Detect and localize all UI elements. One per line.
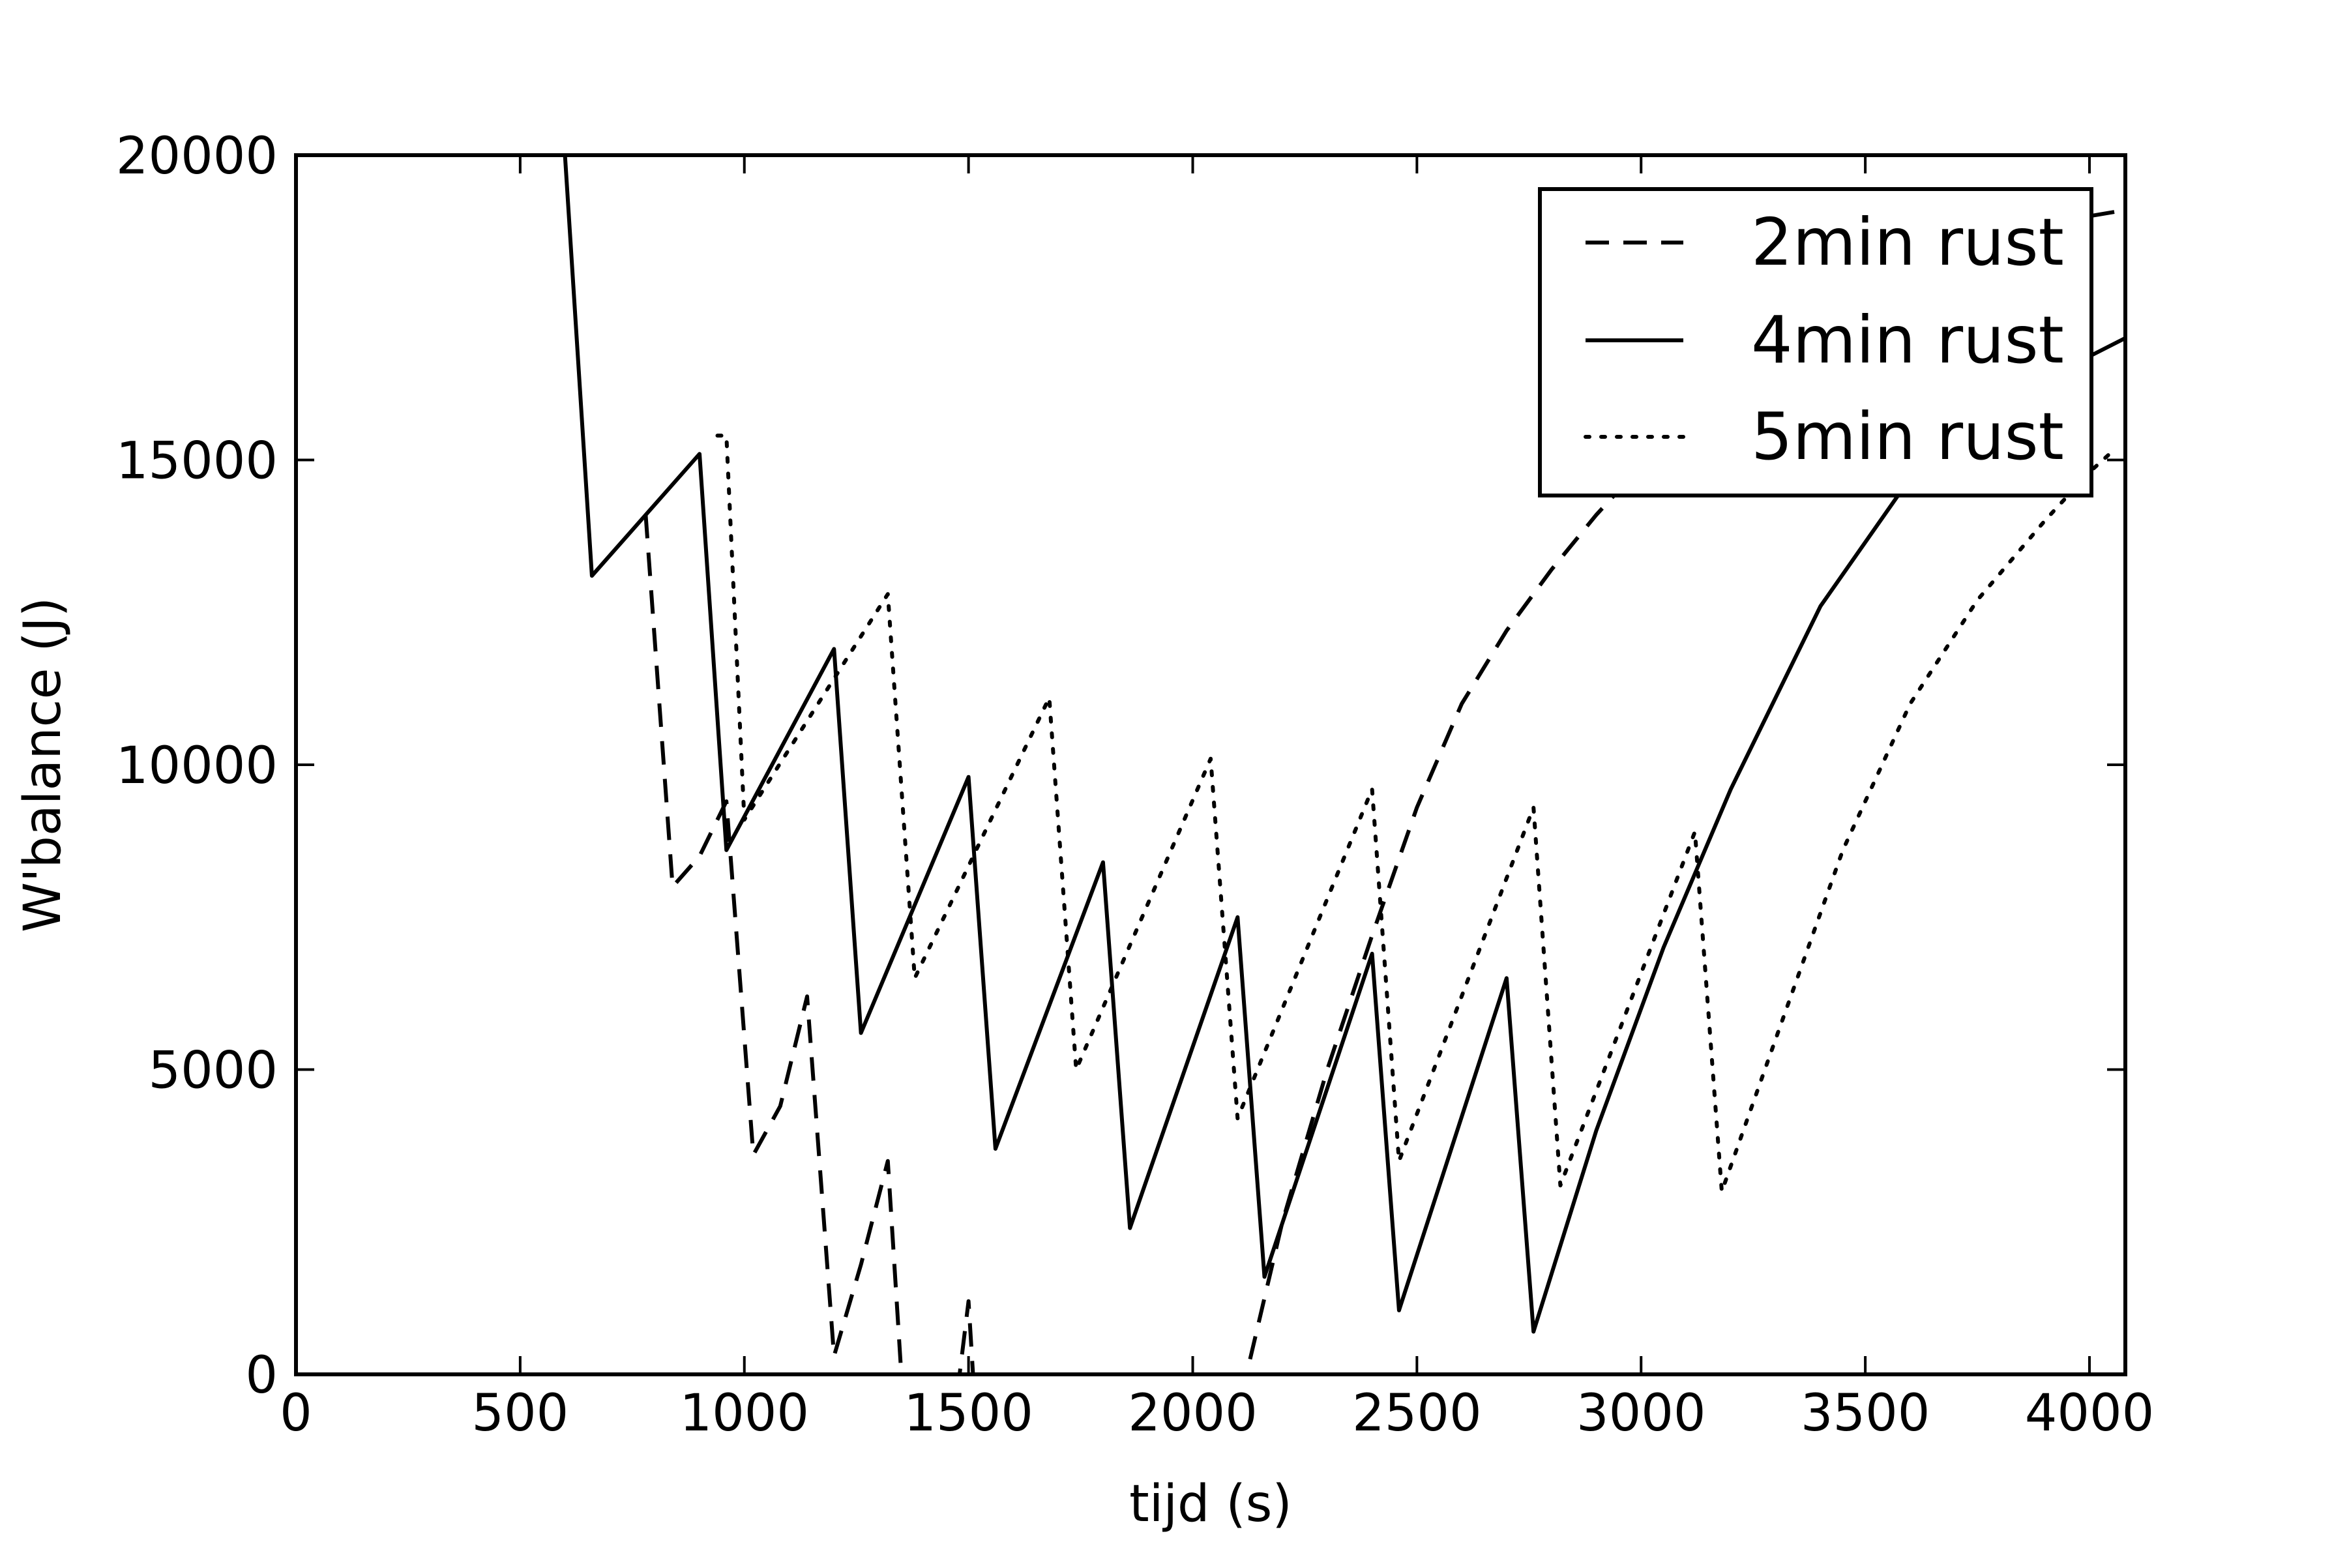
x-tick-label: 0 <box>280 1384 312 1443</box>
x-axis-title: tijd (s) <box>1129 1475 1292 1533</box>
legend: 2min rust 4min rust 5min rust <box>1538 187 2093 497</box>
x-tick-label: 3500 <box>1801 1384 1930 1443</box>
legend-label-4min-rust: 4min rust <box>1751 302 2064 378</box>
y-tick-label: 20000 <box>116 127 278 186</box>
legend-label-2min-rust: 2min rust <box>1751 204 2064 280</box>
x-tick-label: 2500 <box>1352 1384 1482 1443</box>
x-tick-label: 1500 <box>904 1384 1033 1443</box>
y-axis-title: W'balance (J) <box>14 597 72 932</box>
series-line-5min-rust <box>715 434 2119 1194</box>
y-tick-label: 15000 <box>116 432 278 491</box>
y-tick-label: 10000 <box>116 737 278 795</box>
x-tick-label: 2000 <box>1128 1384 1258 1443</box>
series-line-4min-rust <box>296 155 2125 1334</box>
x-tick-label: 500 <box>471 1384 568 1443</box>
y-tick-label: 5000 <box>148 1042 278 1101</box>
legend-label-5min-rust: 5min rust <box>1751 398 2064 475</box>
x-tick-label: 3000 <box>1576 1384 1706 1443</box>
y-tick-label: 0 <box>245 1346 278 1405</box>
axes-layer: 0 500 1000 1500 2000 2500 3000 3500 4000 0 5000 100… <box>116 127 2154 1443</box>
x-tick-label: 4000 <box>2025 1384 2155 1443</box>
x-tick-label: 1000 <box>679 1384 809 1443</box>
